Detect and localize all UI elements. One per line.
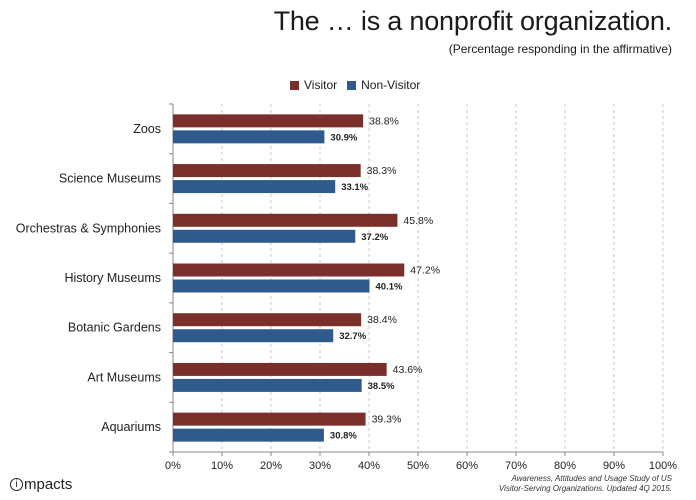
logo-mark: i xyxy=(10,478,23,491)
legend-swatch-non-visitor xyxy=(347,80,357,90)
bar-non-visitor xyxy=(173,378,362,392)
source-note: Awareness, Attitudes and Usage Study of … xyxy=(499,474,672,494)
impacts-logo: i mpacts xyxy=(10,476,72,493)
logo-text: mpacts xyxy=(24,476,73,493)
source-line-2: Visitor-Serving Organizations. Updated 4… xyxy=(498,484,672,493)
data-label-visitor: 38.8% xyxy=(369,115,399,127)
category-label: Zoos xyxy=(133,122,161,136)
bar-non-visitor xyxy=(173,279,370,293)
bar-non-visitor xyxy=(173,130,325,144)
x-tick-label: 100% xyxy=(649,460,677,472)
legend-item-visitor: Visitor xyxy=(290,78,337,92)
source-line-1: Awareness, Attitudes and Usage Study of … xyxy=(511,474,672,483)
x-tick-label: 10% xyxy=(211,460,233,472)
bar-visitor xyxy=(173,362,387,376)
x-tick-label: 90% xyxy=(603,460,625,472)
data-label-visitor: 43.6% xyxy=(393,364,423,376)
category-label: Art Museums xyxy=(87,370,161,384)
x-tick-label: 20% xyxy=(260,460,282,472)
bar-visitor xyxy=(173,114,364,128)
data-label-visitor: 47.2% xyxy=(410,265,440,277)
category-label: Aquariums xyxy=(101,420,161,434)
x-tick-label: 60% xyxy=(456,460,478,472)
data-label-visitor: 38.3% xyxy=(367,165,397,177)
x-tick-label: 70% xyxy=(505,460,527,472)
chart-title: The … is a nonprofit organization. xyxy=(273,6,673,36)
data-label-non-visitor: 30.8% xyxy=(330,431,357,442)
legend-swatch-visitor xyxy=(290,80,299,90)
category-label: Science Museums xyxy=(59,172,161,186)
x-tick-label: 40% xyxy=(358,460,380,472)
data-label-visitor: 38.4% xyxy=(367,314,397,326)
category-label: History Museums xyxy=(64,271,161,285)
data-label-non-visitor: 40.1% xyxy=(375,282,402,293)
x-tick-label: 30% xyxy=(309,460,331,472)
bar-visitor xyxy=(173,164,361,178)
data-label-non-visitor: 37.2% xyxy=(361,232,388,243)
bar-visitor xyxy=(173,313,362,327)
data-label-non-visitor: 30.9% xyxy=(330,132,357,143)
bar-non-visitor xyxy=(173,180,336,194)
data-label-visitor: 39.3% xyxy=(372,414,402,426)
category-label: Orchestras & Symphonies xyxy=(16,221,161,235)
bar-non-visitor xyxy=(173,428,324,442)
legend-item-non-visitor: Non-Visitor xyxy=(347,78,420,92)
bar-non-visitor xyxy=(173,229,356,243)
bar-non-visitor xyxy=(173,329,334,343)
data-label-non-visitor: 32.7% xyxy=(339,331,366,342)
data-label-visitor: 45.8% xyxy=(403,215,433,227)
data-label-non-visitor: 33.1% xyxy=(341,182,368,193)
x-tick-label: 50% xyxy=(407,460,429,472)
data-label-non-visitor: 38.5% xyxy=(368,381,395,392)
chart-legend: Visitor Non-Visitor xyxy=(290,78,420,92)
bar-visitor xyxy=(173,412,366,426)
chart-subtitle: (Percentage responding in the affirmativ… xyxy=(448,42,672,56)
bar-visitor xyxy=(173,263,405,277)
x-tick-label: 0% xyxy=(165,460,181,472)
x-tick-label: 80% xyxy=(554,460,576,472)
legend-label-non-visitor: Non-Visitor xyxy=(361,78,421,92)
bar-visitor xyxy=(173,213,398,227)
category-label: Botanic Gardens xyxy=(68,321,161,335)
legend-label-visitor: Visitor xyxy=(304,78,338,92)
